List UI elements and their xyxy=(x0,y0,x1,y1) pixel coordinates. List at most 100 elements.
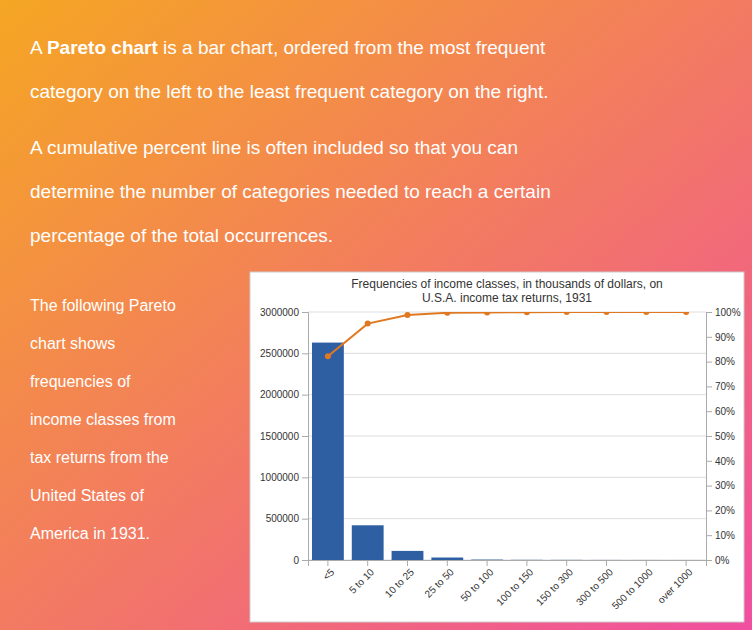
tick-label: 1000000 xyxy=(260,472,299,483)
chart-title-line: Frequencies of income classes, in thousa… xyxy=(351,277,663,291)
tick-mark xyxy=(686,560,687,566)
tick-mark xyxy=(302,395,308,396)
tick-label: 100% xyxy=(715,307,741,318)
tick: 2500000 xyxy=(260,348,308,359)
tick: 2000000 xyxy=(260,389,308,400)
chart-title-line: U.S.A. income tax returns, 1931 xyxy=(422,291,592,305)
tick: 150 to 300 xyxy=(534,560,576,608)
annotation-run: America in 1931. xyxy=(30,525,150,542)
annotation-run: determine the number of categories neede… xyxy=(30,181,551,202)
annotation-line: determine the number of categories neede… xyxy=(30,181,551,202)
bar xyxy=(312,343,344,560)
annotation-line: A cumulative percent line is often inclu… xyxy=(30,137,518,158)
line-marker xyxy=(484,312,490,315)
tick-mark xyxy=(327,560,328,566)
annotation-run: category on the left to the least freque… xyxy=(30,81,549,102)
bar xyxy=(392,551,424,560)
tick-mark xyxy=(706,560,712,561)
tick-label: 0% xyxy=(715,555,730,566)
tick-label: 50% xyxy=(715,431,735,442)
tick-label: 25 to 50 xyxy=(422,566,456,600)
plot-marks xyxy=(312,312,702,560)
tick-label: 2500000 xyxy=(260,348,299,359)
tick-mark xyxy=(706,362,712,363)
annotation-line: America in 1931. xyxy=(30,525,150,542)
tick: 70% xyxy=(706,381,735,392)
annotation-line: frequencies of xyxy=(30,373,131,390)
grid-line xyxy=(308,436,706,437)
annotation-run: The following Pareto xyxy=(30,297,176,314)
tick: 80% xyxy=(706,356,735,367)
tick: 10 to 25 xyxy=(383,560,417,600)
bar xyxy=(431,558,463,560)
annotation-line: category on the left to the least freque… xyxy=(30,81,549,102)
background xyxy=(0,0,752,630)
tick-mark xyxy=(706,535,712,536)
bar xyxy=(630,559,662,560)
bar xyxy=(670,559,702,560)
line-marker xyxy=(604,312,610,315)
tick: 1500000 xyxy=(260,431,308,442)
tick: 50 to 100 xyxy=(458,560,496,604)
tick: 60% xyxy=(706,406,735,417)
tick-label: <5 xyxy=(321,566,337,582)
tick-label: 50 to 100 xyxy=(458,566,496,604)
annotation-run: United States of xyxy=(30,487,144,504)
annotation-line: United States of xyxy=(30,487,144,504)
tick-label: 20% xyxy=(715,505,735,516)
tick: 5 to 10 xyxy=(347,560,377,596)
annotation-run: frequencies of xyxy=(30,373,131,390)
tick: 3000000 xyxy=(260,307,308,318)
grid-line xyxy=(308,353,706,354)
annotation-run: percentage of the total occurrences. xyxy=(30,225,333,246)
line-marker xyxy=(325,353,331,359)
tick: <5 xyxy=(321,560,337,582)
tick-label: 90% xyxy=(715,332,735,343)
tick-mark xyxy=(367,560,368,566)
tick-mark xyxy=(706,411,712,412)
annotation-run: income classes from xyxy=(30,411,176,428)
annotation-run: A xyxy=(30,37,47,58)
annotation-line: income classes from xyxy=(30,411,176,428)
tick: 0 xyxy=(293,555,308,566)
tick: 100% xyxy=(706,307,741,318)
tick-mark xyxy=(646,560,647,566)
tick-mark xyxy=(706,312,712,313)
tick-label: over 1000 xyxy=(655,566,695,606)
annotation-run: Pareto chart xyxy=(47,37,159,58)
tick: over 1000 xyxy=(655,560,695,606)
tick-label: 2000000 xyxy=(260,389,299,400)
x-axis: <55 to 1010 to 2525 to 5050 to 100100 to… xyxy=(309,560,707,611)
grid xyxy=(308,312,706,560)
annotation-run: tax returns from the xyxy=(30,449,169,466)
annotation-line: percentage of the total occurrences. xyxy=(30,225,333,246)
annotation-line: chart shows xyxy=(30,335,115,352)
tick-mark xyxy=(706,436,712,437)
tick-mark xyxy=(706,386,712,387)
tick: 10% xyxy=(706,530,735,541)
tick-mark xyxy=(302,519,308,520)
chart-title: Frequencies of income classes, in thousa… xyxy=(351,277,663,305)
bar xyxy=(352,525,384,560)
grid-line xyxy=(308,394,706,395)
tick-mark xyxy=(302,560,308,561)
tick: 25 to 50 xyxy=(422,560,456,600)
tick: 40% xyxy=(706,456,735,467)
grid-line xyxy=(308,477,706,478)
tick-mark xyxy=(526,560,527,566)
tick-label: 80% xyxy=(715,356,735,367)
line-marker xyxy=(365,321,371,327)
tick-mark xyxy=(606,560,607,566)
tick: 20% xyxy=(706,505,735,516)
annotation-run: A cumulative percent line is often inclu… xyxy=(30,137,518,158)
axis-domain xyxy=(707,313,713,561)
line-marker xyxy=(564,312,570,315)
tick: 500 to 1000 xyxy=(610,560,655,611)
tick-label: 10% xyxy=(715,530,735,541)
tick-mark xyxy=(407,560,408,566)
tick: 0% xyxy=(706,555,730,566)
line-marker xyxy=(683,312,689,315)
axis-domain xyxy=(309,561,707,567)
tick-label: 70% xyxy=(715,381,735,392)
tick-label: 5 to 10 xyxy=(347,566,377,596)
